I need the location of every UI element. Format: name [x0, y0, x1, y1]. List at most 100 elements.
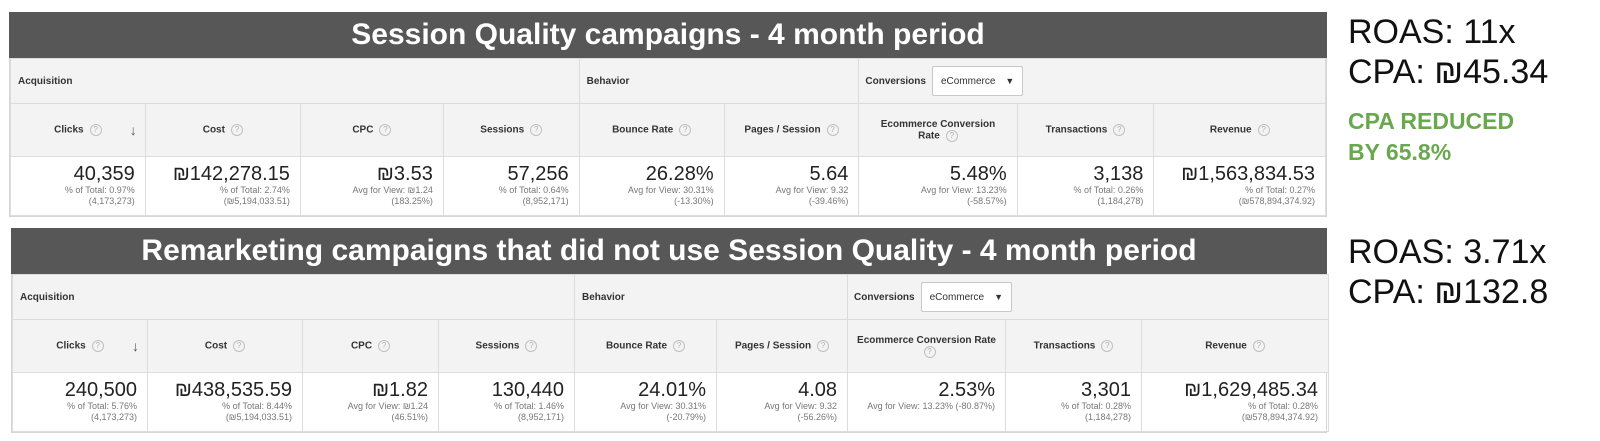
cell-value: 3,138: [1093, 163, 1144, 185]
help-icon[interactable]: ?: [826, 124, 839, 136]
column-header-bounce-rate[interactable]: Bounce Rate?: [578, 103, 725, 157]
help-icon[interactable]: ?: [673, 340, 686, 352]
cell-sub: (₪5,194,033.51): [225, 412, 292, 422]
cell-bounce-rate: 24.01% Avg for View: 30.31% (-20.79%): [574, 372, 718, 432]
help-icon[interactable]: ?: [233, 340, 246, 352]
group-behavior: Behavior: [578, 58, 860, 104]
help-icon[interactable]: ?: [1252, 340, 1265, 352]
cell-value: ₪1,629,485.34: [1184, 379, 1319, 401]
cell-sub: (₪578,894,374.92): [1241, 412, 1319, 422]
column-header-cost[interactable]: Cost?: [147, 319, 303, 373]
cpa-reduction-note: CPA REDUCED BY 65.8%: [1348, 106, 1514, 168]
cell-sub: % of Total: 8.44%: [222, 401, 292, 411]
column-header-pages-session[interactable]: Pages / Session?: [716, 319, 849, 373]
cell-revenue: ₪1,629,485.34% of Total: 0.28% (₪578,894,…: [1141, 372, 1330, 432]
cell-transactions: 3,301% of Total: 0.28% (1,184,278): [1005, 372, 1143, 432]
column-header-label: Clicks: [56, 340, 86, 352]
column-header-revenue[interactable]: Revenue?: [1141, 319, 1330, 373]
help-icon[interactable]: ?: [679, 124, 692, 136]
column-header-pages-session[interactable]: Pages / Session?: [723, 103, 860, 157]
group-acquisition: Acquisition: [11, 274, 576, 320]
cell-cost: ₪142,278.15% of Total: 2.74% (₪5,194,033.…: [144, 156, 301, 216]
column-header-revenue[interactable]: Revenue?: [1153, 103, 1326, 157]
column-header-bounce-rate[interactable]: Bounce Rate?: [574, 319, 718, 373]
help-icon[interactable]: ?: [1257, 124, 1270, 136]
sort-arrow-down-icon[interactable]: ↓: [129, 122, 137, 138]
cell-value: ₪1,563,834.53: [1181, 163, 1315, 185]
help-icon[interactable]: ?: [230, 124, 243, 136]
cell-sub: (1,184,278): [1097, 196, 1144, 206]
help-icon[interactable]: ?: [379, 124, 392, 136]
column-header-label: Ecommerce Conversion Rate: [857, 334, 996, 346]
column-header-conversion-rate[interactable]: Ecommerce Conversion Rate?: [858, 103, 1018, 157]
cell-sessions: 130,440% of Total: 1.46% (8,952,171): [437, 372, 576, 432]
cell-conversion-rate: 2.53% Avg for View: 13.23% (-80.87%): [847, 372, 1007, 432]
cpa-value: CPA: ₪45.34: [1348, 53, 1549, 91]
cell-sub: % of Total: 0.28%: [1248, 401, 1319, 411]
cell-conversion-rate: 5.48% Avg for View: 13.23% (-58.57%): [858, 156, 1018, 216]
conversions-select-value: eCommerce: [929, 291, 985, 303]
column-header-label: Revenue: [1209, 124, 1252, 136]
column-header-cpc[interactable]: CPC?: [299, 103, 444, 157]
column-header-transactions[interactable]: Transactions?: [1016, 103, 1155, 157]
cell-bounce-rate: 26.28% Avg for View: 30.31% (-13.30%): [578, 156, 725, 216]
column-header-transactions[interactable]: Transactions?: [1005, 319, 1143, 373]
analytics-report: Acquisition Behavior Conversions eCommer…: [9, 58, 1327, 217]
column-header-label: Bounce Rate: [605, 340, 668, 352]
cell-cpc: ₪1.82 Avg for View: ₪1.24 (46.51%): [302, 372, 439, 432]
column-header-label: Revenue: [1205, 340, 1247, 352]
metrics-summary-bottom: ROAS: 3.71x CPA: ₪132.8: [1348, 232, 1548, 312]
column-header-label: Sessions: [480, 124, 525, 136]
cell-pages-session: 5.64 Avg for View: 9.32 (-39.46%): [723, 156, 860, 216]
column-header-sessions[interactable]: Sessions?: [442, 103, 580, 157]
help-icon[interactable]: ?: [91, 340, 104, 352]
cell-cpc: ₪3.53 Avg for View: ₪1.24 (183.25%): [299, 156, 444, 216]
help-icon[interactable]: ?: [89, 124, 102, 136]
help-icon[interactable]: ?: [817, 340, 830, 352]
help-icon[interactable]: ?: [1113, 124, 1126, 136]
cell-sub: (8,952,171): [517, 412, 565, 422]
cell-value: ₪438,535.59: [174, 379, 292, 401]
column-header-label: Pages / Session: [744, 124, 821, 136]
column-header-clicks[interactable]: Clicks? ↓: [12, 319, 148, 373]
cell-value: ₪142,278.15: [172, 163, 290, 185]
help-icon[interactable]: ?: [530, 124, 543, 136]
analytics-report: Acquisition Behavior Conversions eCommer…: [11, 274, 1330, 433]
caret-down-icon: ▼: [1005, 76, 1015, 86]
column-header-label: Cost: [202, 124, 225, 136]
conversions-select[interactable]: eCommerce ▼: [920, 282, 1012, 312]
cell-value: ₪1.82: [372, 379, 428, 401]
conversions-label: Conversions: [854, 291, 915, 303]
note-line: BY 65.8%: [1348, 139, 1452, 165]
cell-sub: % of Total: 0.27%: [1245, 185, 1315, 195]
column-header-conversion-rate[interactable]: Ecommerce Conversion Rate?: [847, 319, 1007, 373]
column-header-label: Bounce Rate: [612, 124, 674, 136]
cell-clicks: 40,359% of Total: 0.97% (4,173,273): [10, 156, 146, 216]
cell-sub: Avg for View: 13.23% (-80.87%): [867, 401, 996, 411]
cell-value: 3,301: [1080, 379, 1132, 401]
cell-sub: % of Total: 0.64%: [498, 185, 569, 195]
help-icon[interactable]: ?: [378, 340, 391, 352]
cell-sub: Avg for View: 30.31%: [620, 401, 707, 411]
column-header-sessions[interactable]: Sessions?: [437, 319, 576, 373]
sort-arrow-down-icon[interactable]: ↓: [132, 338, 139, 354]
cell-sub: % of Total: 0.26%: [1073, 185, 1144, 195]
cell-value: 5.48%: [949, 163, 1007, 185]
cell-sub: (₪5,194,033.51): [223, 196, 290, 206]
help-icon[interactable]: ?: [923, 345, 936, 358]
cell-sub: (-58.57%): [967, 196, 1007, 206]
column-header-label: CPC: [352, 124, 374, 136]
cell-value: 2.53%: [938, 379, 996, 401]
cell-sub: % of Total: 0.97%: [64, 185, 135, 195]
column-header-clicks[interactable]: Clicks? ↓: [10, 103, 146, 157]
column-header-cost[interactable]: Cost?: [144, 103, 301, 157]
column-header-label: Cost: [204, 340, 228, 352]
help-icon[interactable]: ?: [945, 129, 958, 142]
cell-sub: (183.25%): [391, 196, 433, 206]
help-icon[interactable]: ?: [1101, 340, 1114, 352]
help-icon[interactable]: ?: [525, 340, 538, 352]
conversions-select[interactable]: eCommerce ▼: [931, 66, 1024, 96]
cell-sub: (4,173,273): [88, 196, 135, 206]
column-header-cpc[interactable]: CPC?: [302, 319, 439, 373]
cell-sub: (₪578,894,374.92): [1238, 196, 1315, 206]
